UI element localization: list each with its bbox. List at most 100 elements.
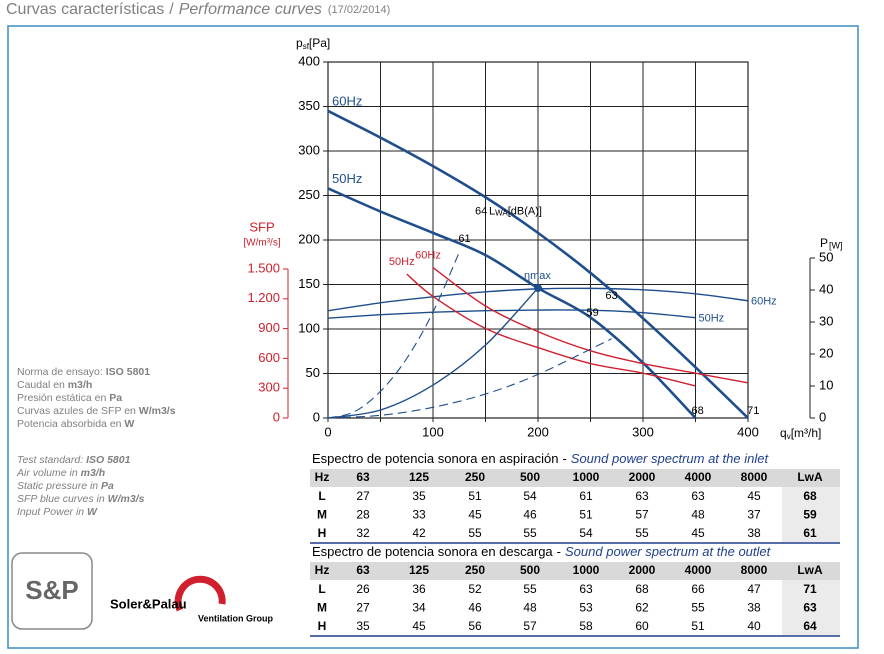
table-cell: 68 — [635, 582, 649, 596]
note: Norma de ensayo: ISO 5801 — [17, 366, 150, 378]
note-value: ISO 5801 — [86, 454, 131, 466]
table-header-cell: 125 — [409, 563, 429, 577]
y3-tick-label: 0 — [273, 409, 280, 424]
eta-max-point — [534, 284, 542, 293]
table-header-cell: 250 — [465, 563, 485, 577]
y-tick-label: 100 — [298, 320, 320, 335]
caption-en: Sound power spectrum at the outlet — [565, 544, 772, 559]
y2-tick-label: 30 — [819, 313, 833, 328]
caption-es: Espectro de potencia sonora en descarga — [312, 544, 553, 559]
note-value: ISO 5801 — [106, 366, 151, 378]
note: Static pressure in Pa — [17, 480, 114, 492]
note: SFP blue curves in W/m3/s — [17, 493, 145, 505]
plot-border — [327, 61, 749, 419]
logo-mark: S&P — [25, 575, 78, 605]
note-text: SFP blue curves in — [17, 493, 108, 505]
table-cell: 63 — [635, 489, 649, 503]
table-cell: 55 — [468, 526, 482, 540]
series-label: 60Hz — [751, 296, 777, 308]
table-cell: L — [318, 582, 325, 596]
lwa-column-bg — [782, 580, 840, 635]
table-header-cell: Hz — [315, 470, 330, 484]
y-tick-label: 0 — [313, 409, 320, 424]
note-value: Pa — [109, 392, 122, 404]
y-axis-label-part: sf — [303, 42, 310, 51]
table-cell: 54 — [579, 526, 593, 540]
note-text: Norma de ensayo: — [17, 366, 106, 378]
x-tick-label: 400 — [737, 424, 759, 439]
table-cell: 55 — [523, 582, 537, 596]
table-cell: 45 — [691, 526, 705, 540]
caption-separator: - — [557, 544, 561, 559]
table-cell: 35 — [356, 619, 370, 633]
note: Caudal en m3/h — [17, 379, 92, 391]
note-value: W — [124, 418, 134, 430]
caption-separator: - — [562, 451, 566, 466]
annotation: 61 — [458, 233, 470, 245]
y2-tick-label: 10 — [819, 377, 833, 392]
y3-axis-label: [W/m³/s] — [243, 238, 280, 249]
table-cell: 68 — [803, 489, 817, 503]
table-header-cell: LwA — [797, 563, 823, 577]
table-cell: 27 — [356, 601, 370, 615]
table-header-cell: 500 — [520, 563, 540, 577]
note-text: Curvas azules de SFP en — [17, 405, 139, 417]
note-value: W/m3/s — [139, 405, 176, 417]
table-header-bg — [310, 469, 840, 487]
table-cell: 63 — [579, 582, 593, 596]
table-cell: 26 — [356, 582, 370, 596]
y-axis-label-part: p — [296, 36, 303, 50]
note: Potencia absorbida en W — [17, 418, 134, 430]
title-date: (17/02/2014) — [328, 4, 390, 16]
table-cell: 35 — [412, 489, 426, 503]
x-tick-label: 200 — [527, 424, 549, 439]
x-axis-label-part: v — [787, 432, 791, 441]
table-cell: 64 — [803, 619, 817, 633]
table-cell: 51 — [579, 508, 593, 522]
series-line — [432, 267, 749, 384]
series-label: 50Hz — [699, 313, 725, 325]
y-tick-label: 300 — [298, 142, 320, 157]
table-cell: 61 — [579, 489, 593, 503]
x-tick-label: 0 — [324, 424, 331, 439]
table-cell: 52 — [468, 582, 482, 596]
table-header-cell: 250 — [465, 470, 485, 484]
lwa-part: [dB(A)] — [508, 205, 542, 217]
series-line — [327, 187, 697, 419]
lwa-column-bg — [782, 487, 840, 542]
frame — [7, 25, 859, 649]
table-header-bg — [310, 562, 840, 580]
table-cell: 55 — [635, 526, 649, 540]
note-text: Potencia absorbida en — [17, 418, 124, 430]
table-header-cell: 63 — [356, 563, 370, 577]
table-header-cell: 2000 — [629, 470, 656, 484]
table-cell: 38 — [747, 601, 761, 615]
note: Input Power in W — [17, 506, 98, 518]
y2-tick-label: 0 — [819, 409, 826, 424]
table-cell: 57 — [523, 619, 537, 633]
table-cell: 71 — [803, 582, 817, 596]
table-cell: 37 — [747, 508, 761, 522]
y-tick-label: 400 — [298, 53, 320, 68]
note: Curvas azules de SFP en W/m3/s — [17, 405, 176, 417]
table-cell: 46 — [468, 601, 482, 615]
note-value: W/m3/s — [108, 493, 145, 505]
y-axis-label-part: [Pa] — [309, 36, 330, 50]
table-cell: 51 — [468, 489, 482, 503]
annotation: 63 — [605, 290, 617, 302]
table-header-cell: 2000 — [629, 563, 656, 577]
table-header-cell: 4000 — [685, 470, 712, 484]
table-header-cell: 8000 — [741, 470, 768, 484]
table-cell: 51 — [691, 619, 705, 633]
table-cell: 40 — [747, 619, 761, 633]
note: Presión estática en Pa — [17, 392, 122, 404]
annotation: 59 — [586, 307, 598, 319]
table-header-cell: 1000 — [573, 470, 600, 484]
lwa-part: WA — [495, 209, 508, 218]
y2-tick-label: 40 — [819, 281, 833, 296]
table-cell: 45 — [747, 489, 761, 503]
y-tick-label: 150 — [298, 276, 320, 291]
table-cell: 38 — [747, 526, 761, 540]
table-header-cell: 500 — [520, 470, 540, 484]
